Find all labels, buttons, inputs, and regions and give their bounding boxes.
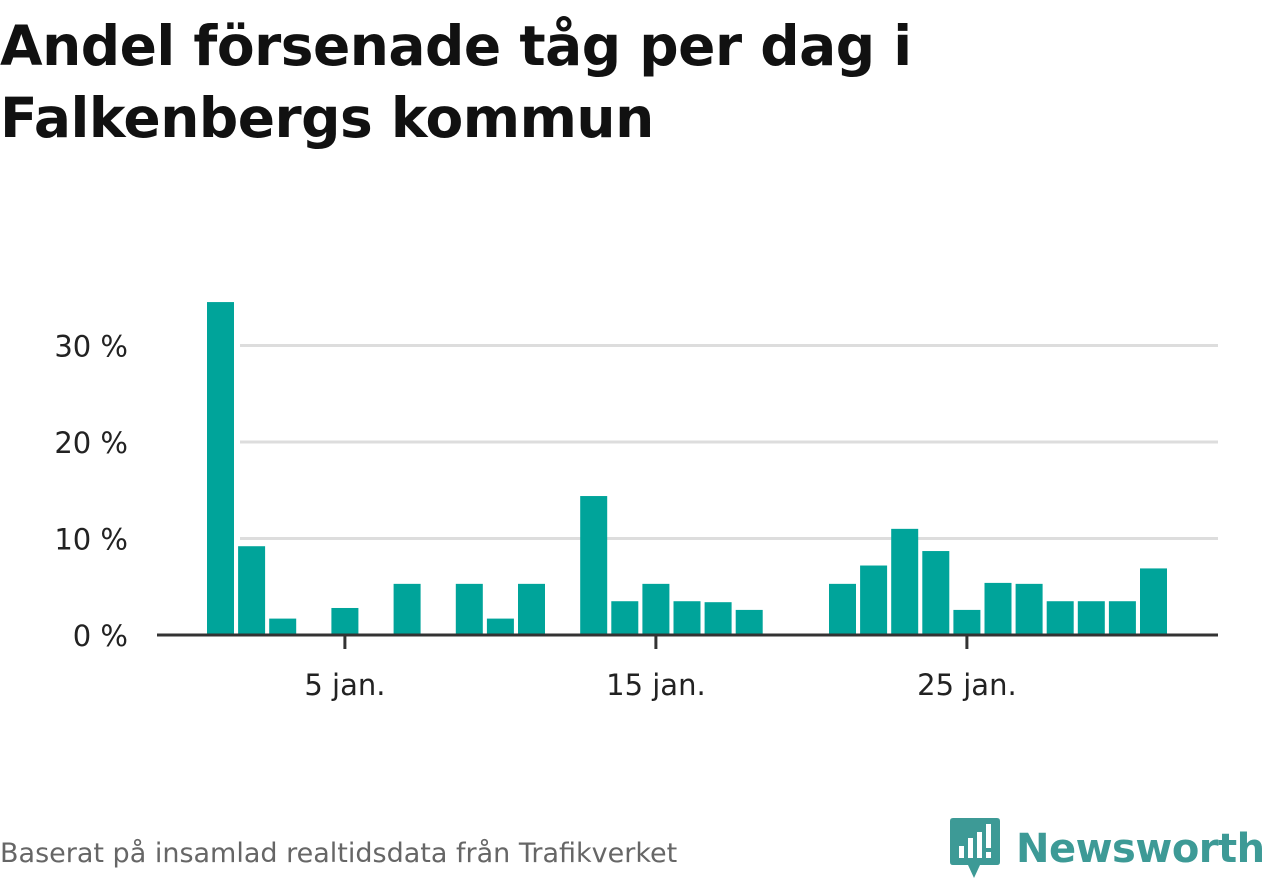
bar	[891, 528, 919, 635]
y-axis-tick-labels: 0 % 10 % 20 % 30 %	[54, 330, 128, 654]
bar	[1140, 568, 1167, 635]
bar	[704, 602, 732, 635]
bar	[984, 582, 1012, 635]
bar	[580, 496, 608, 635]
source-note: Baserat på insamlad realtidsdata från Tr…	[0, 838, 678, 869]
bar	[1108, 601, 1136, 635]
bar	[518, 583, 545, 635]
bar	[1046, 601, 1074, 635]
gridlines	[240, 344, 1218, 540]
x-axis-ticks: 5 jan. 15 jan. 25 jan.	[304, 635, 1017, 702]
bar	[860, 565, 888, 635]
bar	[735, 609, 763, 635]
bar	[238, 546, 266, 635]
x-tick-label: 25 jan.	[917, 668, 1017, 702]
y-tick-label: 20 %	[54, 426, 128, 460]
bars	[207, 302, 1167, 635]
bar	[673, 601, 701, 635]
bar	[455, 583, 483, 635]
brand-name: Newsworthy	[1016, 826, 1262, 872]
bar	[486, 618, 514, 635]
bar	[393, 583, 421, 635]
x-tick-label: 5 jan.	[304, 668, 385, 702]
newsworthy-logo[interactable]: Newsworthy	[950, 818, 1262, 880]
bar	[1015, 583, 1043, 635]
y-tick-label: 10 %	[54, 523, 128, 557]
bar	[1077, 601, 1105, 635]
bar	[331, 607, 359, 635]
newsworthy-chart-icon	[950, 818, 1000, 878]
bar	[829, 583, 856, 635]
x-tick-label: 15 jan.	[606, 668, 706, 702]
bar	[922, 551, 950, 635]
bar	[611, 601, 639, 635]
page-title: Andel försenade tåg per dag i Falkenberg…	[0, 14, 912, 150]
bar	[269, 618, 297, 635]
y-tick-label: 0 %	[73, 619, 128, 653]
bar	[207, 302, 234, 635]
bar	[953, 609, 981, 635]
y-tick-label: 30 %	[54, 330, 128, 364]
bar	[642, 583, 670, 635]
